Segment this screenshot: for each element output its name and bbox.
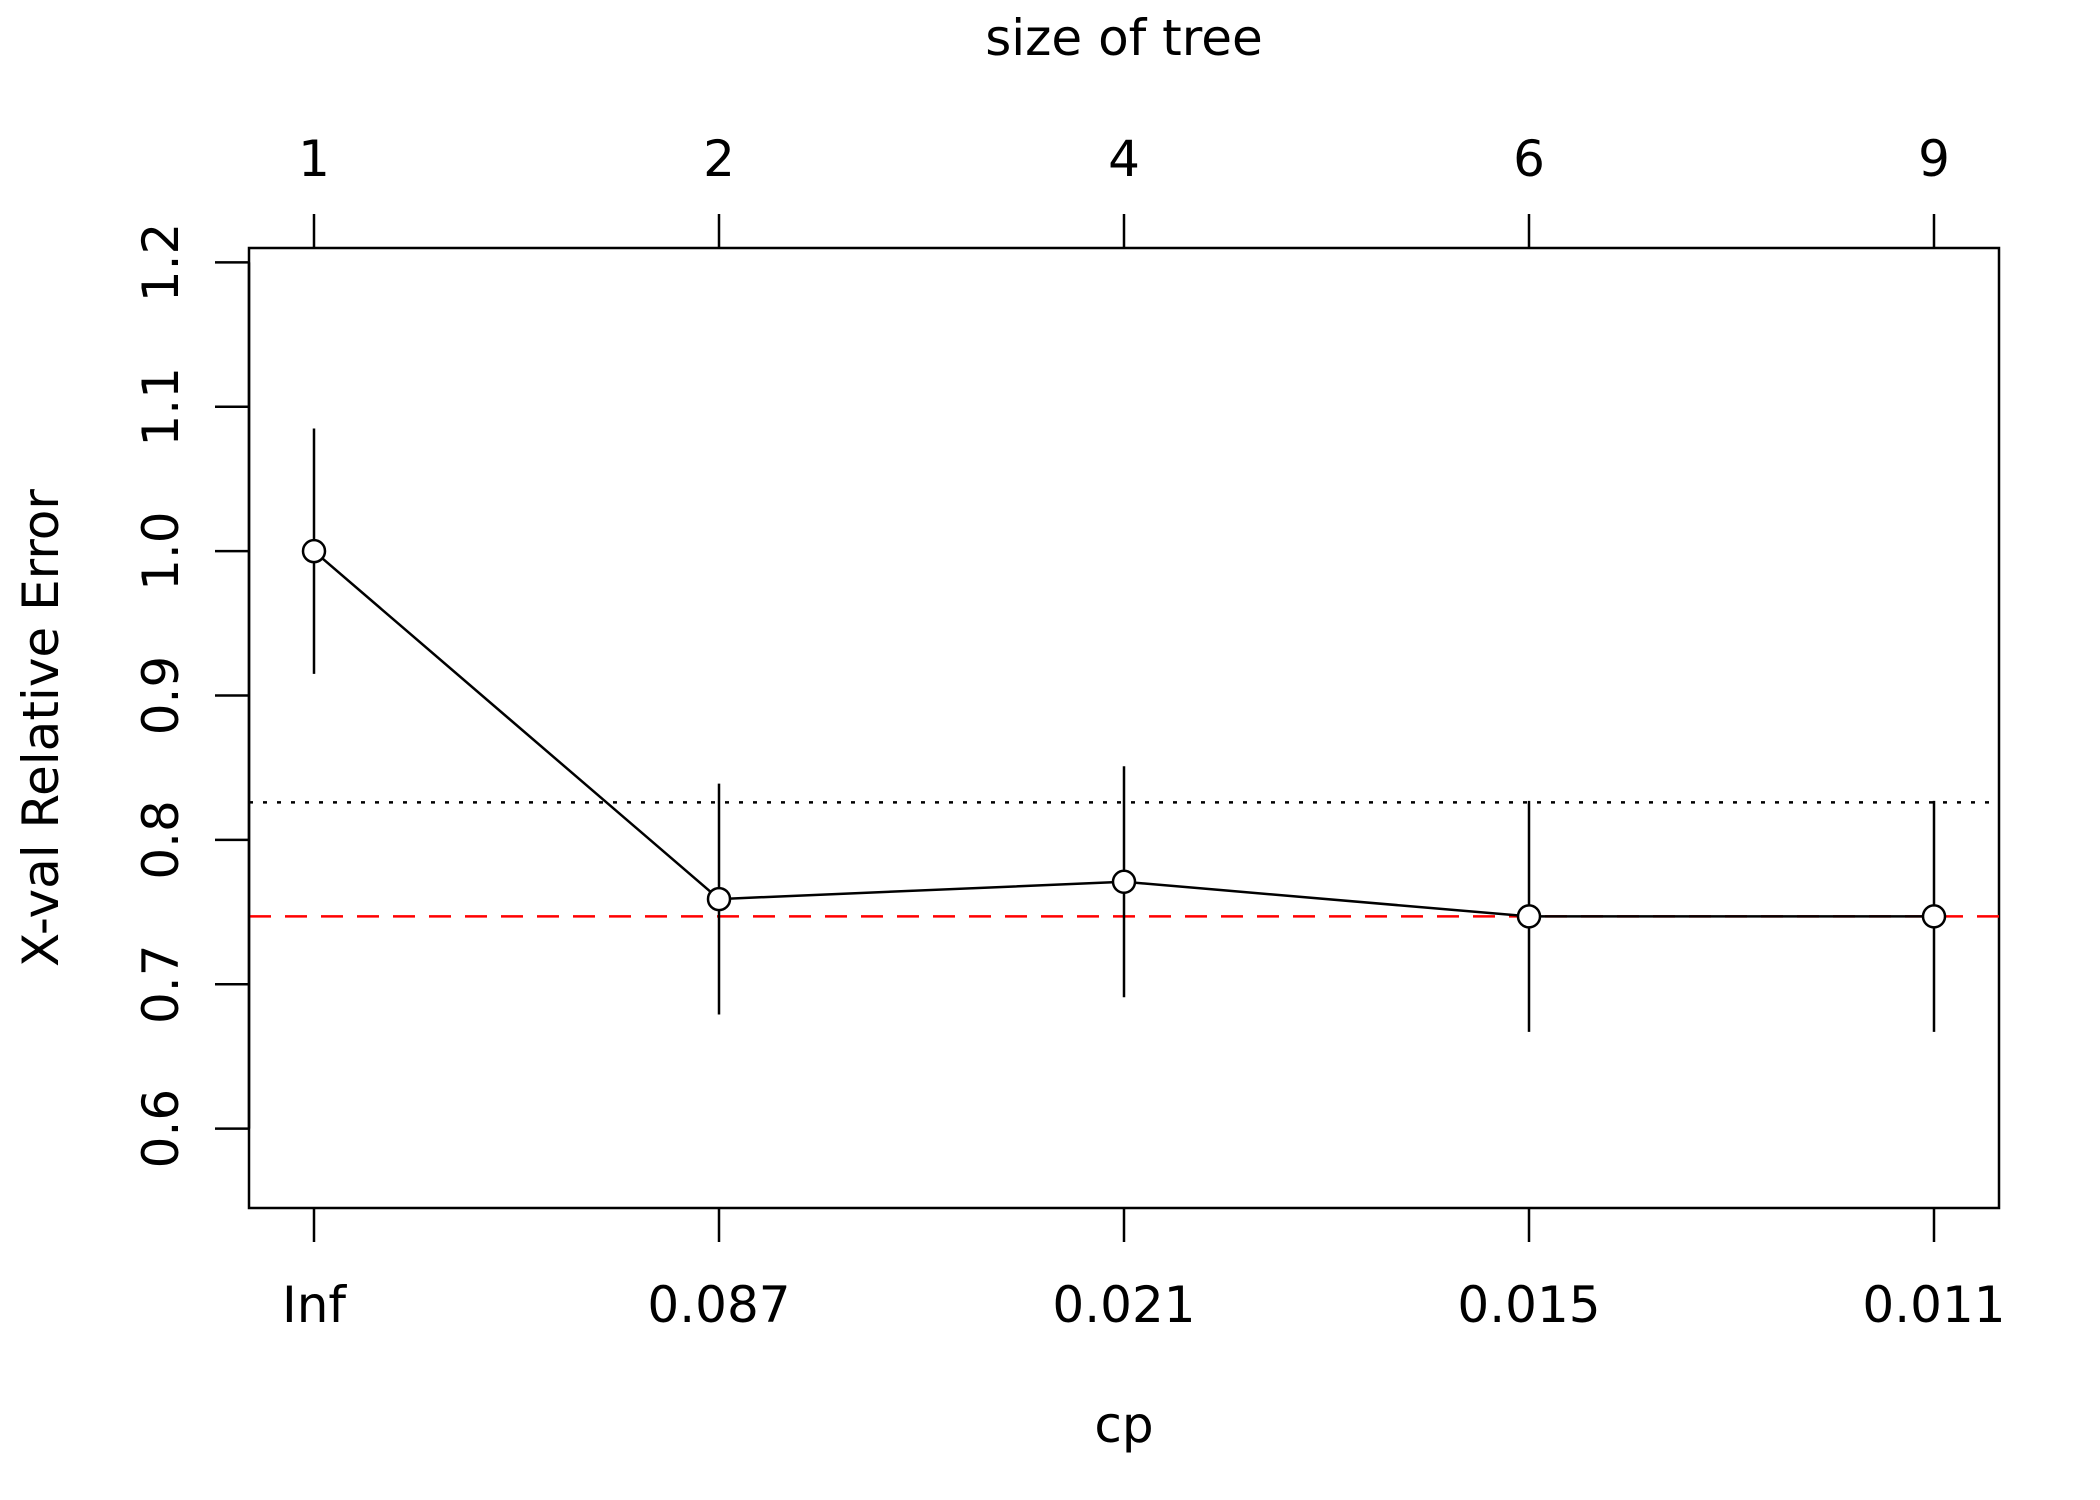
x-tick-label: Inf: [282, 1276, 347, 1334]
top-tick-label: 6: [1513, 130, 1545, 188]
y-tick-label: 1.1: [132, 367, 190, 447]
top-tick-label: 2: [703, 130, 735, 188]
x-tick-label: 0.011: [1862, 1276, 2005, 1334]
y-axis-title: X-val Relative Error: [12, 489, 70, 967]
x-axis: Inf 0.087 0.021 0.015 0.011: [282, 1208, 2006, 1334]
data-point-2: [706, 886, 732, 912]
data-point-3: [1111, 869, 1137, 894]
top-tick-label: 1: [298, 130, 330, 188]
y-tick-label: 0.7: [132, 944, 190, 1024]
x-tick-label: 0.015: [1457, 1276, 1600, 1334]
top-axis: 1 2 4 6 9: [298, 130, 1950, 248]
y-tick-label: 1.2: [132, 223, 190, 303]
y-axis: 0.6 0.7 0.8 0.9 1.0 1.1 1.2: [132, 223, 251, 1169]
top-tick-label: 9: [1918, 130, 1950, 188]
x-axis-title: cp: [1094, 1396, 1153, 1454]
error-bars: [312, 428, 1936, 1032]
y-tick-label: 0.9: [132, 656, 190, 736]
y-tick-label: 0.8: [132, 800, 190, 880]
data-point-4: [1516, 904, 1542, 929]
x-tick-label: 0.021: [1052, 1276, 1195, 1334]
data-point-5: [1921, 904, 1947, 929]
data-points: [301, 538, 1947, 929]
top-tick-label: 4: [1108, 130, 1140, 188]
plot-frame: [247, 246, 2001, 1210]
x-tick-label: 0.087: [647, 1276, 790, 1334]
y-tick-label: 0.6: [132, 1089, 190, 1169]
y-tick-label: 1.0: [132, 511, 190, 591]
data-point-1: [301, 538, 327, 564]
top-axis-title: size of tree: [985, 9, 1263, 67]
